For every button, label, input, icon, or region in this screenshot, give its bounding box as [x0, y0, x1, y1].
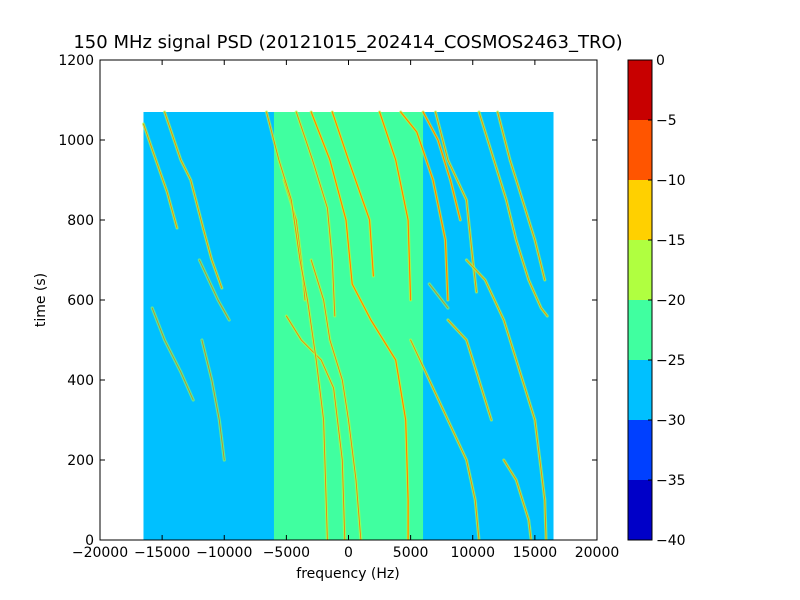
colorbar-tick-label: −20 — [656, 293, 686, 309]
y-tick-label: 800 — [67, 213, 94, 229]
y-tick-label: 0 — [85, 533, 94, 549]
signal-trace-core — [466, 259, 547, 540]
signal-trace-core — [295, 111, 336, 317]
signal-trace-core — [400, 111, 449, 301]
signal-trace-core — [447, 319, 492, 421]
colorbar-segment — [628, 60, 652, 120]
signal-trace-core — [428, 283, 449, 309]
x-tick-label: −10000 — [196, 545, 252, 561]
x-axis-label: frequency (Hz) — [296, 566, 399, 582]
x-tick-label: 10000 — [450, 545, 495, 561]
y-axis-ticks: 0 200 400 600 800 1000 1200 — [58, 53, 597, 549]
signal-trace-core — [310, 111, 409, 540]
y-tick-label: 200 — [67, 453, 94, 469]
colorbar-tick-label: −35 — [656, 473, 686, 489]
signal-trace-core — [478, 111, 548, 317]
x-axis-ticks: −20000 −15000 −10000 −5000 0 5000 10000 15000 20… — [72, 60, 619, 561]
x-tick-label: 0 — [344, 545, 353, 561]
colorbar-tick-label: −40 — [656, 533, 686, 549]
signal-trace-core — [497, 111, 546, 281]
colorbar-segment — [628, 480, 652, 540]
x-tick-label: −5000 — [263, 545, 310, 561]
signal-trace-core — [151, 307, 194, 401]
x-tick-label: 20000 — [575, 545, 620, 561]
signal-trace-core — [379, 111, 411, 301]
signal-trace-core — [286, 315, 346, 540]
signal-trace-core — [201, 339, 225, 461]
colorbar-segment — [628, 240, 652, 300]
colorbar-tick-label: −15 — [656, 233, 686, 249]
signal-trace-core — [143, 123, 178, 229]
colorbar-segment — [628, 420, 652, 480]
colorbar-segment — [628, 360, 652, 420]
colorbar-segment — [628, 300, 652, 360]
signal-trace-core — [164, 111, 223, 289]
signal-trace-core — [503, 459, 532, 540]
y-axis-label: time (s) — [33, 273, 49, 327]
x-tick-label: −20000 — [72, 545, 128, 561]
plot-area: −20000 −15000 −10000 −5000 0 5000 10000 15000 20… — [58, 53, 619, 561]
signal-trace-core — [410, 339, 480, 540]
colorbar-tick-label: −5 — [656, 113, 677, 129]
x-tick-label: 15000 — [513, 545, 558, 561]
colorbar-tick-label: −10 — [656, 173, 686, 189]
signal-trace-core — [435, 111, 477, 293]
colorbar-tick-label: −30 — [656, 413, 686, 429]
y-tick-label: 400 — [67, 373, 94, 389]
heatmap-center-band — [273, 112, 424, 540]
signal-trace-core — [310, 259, 362, 540]
signal-trace-core — [199, 259, 230, 321]
signal-trace-core — [266, 111, 328, 540]
signal-trace-core — [422, 111, 461, 221]
y-tick-label: 600 — [67, 293, 94, 309]
colorbar-segment — [628, 120, 652, 180]
x-tick-label: 5000 — [393, 545, 429, 561]
y-tick-label: 1000 — [58, 133, 94, 149]
chart-title: 150 MHz signal PSD (20121015_202414_COSM… — [73, 32, 622, 53]
x-tick-label: −15000 — [134, 545, 190, 561]
y-tick-label: 1200 — [58, 53, 94, 69]
colorbar-segment — [628, 180, 652, 240]
colorbar: 0 −5 −10 −15 −20 −25 −30 −35 −40 — [627, 53, 686, 549]
heatmap-layer — [141, 110, 554, 540]
colorbar-tick-label: −25 — [656, 353, 686, 369]
signal-trace-core — [331, 111, 374, 277]
colorbar-tick-label: 0 — [656, 53, 665, 69]
